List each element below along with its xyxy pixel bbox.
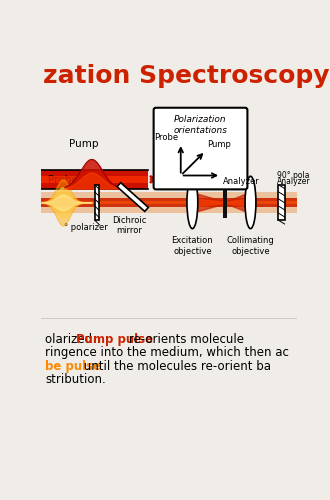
Text: zation Spectroscopy: zation Spectroscopy	[43, 64, 329, 88]
Bar	[41, 170, 148, 188]
FancyBboxPatch shape	[154, 108, 248, 190]
Text: Pump: Pump	[69, 138, 99, 148]
Bar	[41, 201, 297, 204]
Bar	[41, 192, 297, 213]
Text: re-orients molecule: re-orients molecule	[125, 334, 244, 346]
Text: Excitation
objective: Excitation objective	[172, 236, 213, 256]
Text: Pump pulse: Pump pulse	[76, 334, 153, 346]
Text: Analyzer: Analyzer	[277, 178, 311, 186]
Text: olarized: olarized	[45, 334, 96, 346]
Text: ° polarizer: ° polarizer	[64, 223, 108, 232]
Text: Polarization
orientations: Polarization orientations	[174, 116, 227, 135]
Bar	[41, 198, 297, 207]
Text: stribution.: stribution.	[45, 372, 106, 386]
Ellipse shape	[187, 176, 198, 229]
Text: Analyzer: Analyzer	[223, 177, 259, 186]
Text: Collimating
objective: Collimating objective	[227, 236, 274, 256]
Text: Pump: Pump	[207, 140, 231, 149]
Bar	[279, 184, 284, 220]
Text: be pulse: be pulse	[45, 360, 101, 372]
Bar	[41, 176, 148, 183]
Text: until the molecules re-orient ba: until the molecules re-orient ba	[80, 360, 271, 372]
Text: ringence into the medium, which then ac: ringence into the medium, which then ac	[45, 346, 289, 360]
Ellipse shape	[245, 176, 256, 229]
Text: 90° pola: 90° pola	[277, 171, 309, 180]
Polygon shape	[117, 182, 148, 212]
Bar	[95, 184, 99, 220]
Text: Probe: Probe	[154, 132, 179, 141]
Text: Sample: Sample	[208, 175, 242, 184]
Text: Dichroic
mirror: Dichroic mirror	[112, 216, 146, 235]
Bar	[223, 187, 227, 218]
Text: Probe: Probe	[48, 174, 78, 184]
